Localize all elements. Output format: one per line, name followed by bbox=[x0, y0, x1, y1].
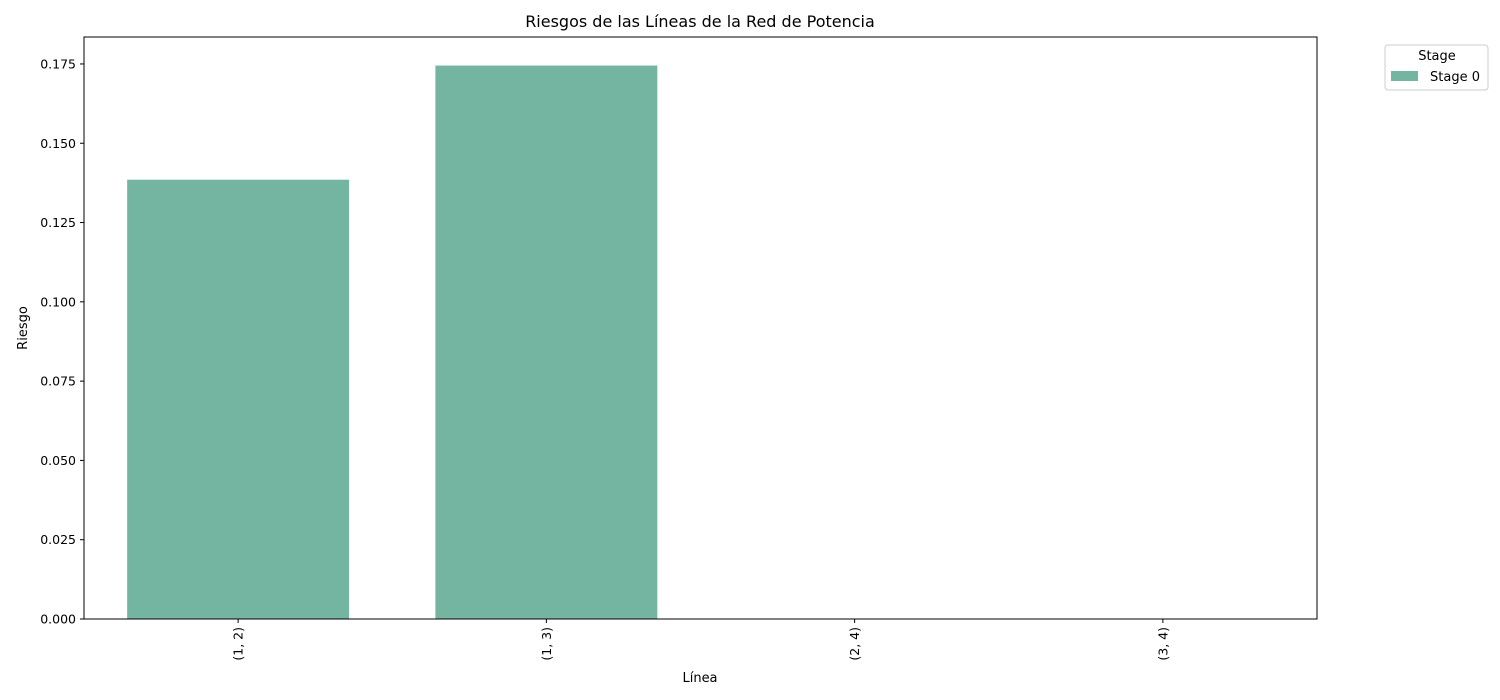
x-tick-label: (1, 2) bbox=[231, 627, 246, 661]
x-axis-title: Línea bbox=[682, 671, 717, 686]
y-tick-label: 0.075 bbox=[40, 374, 76, 389]
axes-frame bbox=[83, 36, 1318, 620]
legend-label: Stage 0 bbox=[1430, 70, 1480, 85]
y-axis: 0.000 0.025 0.050 0.075 0.100 0.125 0.150 0.175 bbox=[40, 56, 84, 627]
bar-1[interactable] bbox=[435, 65, 658, 620]
bar-0[interactable] bbox=[127, 179, 350, 619]
chart-title: Riesgos de las Líneas de la Red de Poten… bbox=[525, 12, 875, 31]
y-tick-label: 0.175 bbox=[40, 56, 76, 71]
x-axis: (1, 2) (1, 3) (2, 4) (3, 4) bbox=[231, 619, 1170, 661]
y-axis-title: Riesgo bbox=[16, 306, 31, 350]
legend[interactable]: Stage Stage 0 bbox=[1384, 44, 1489, 91]
y-tick-label: 0.150 bbox=[40, 136, 76, 151]
legend-title: Stage bbox=[1418, 49, 1456, 64]
bars bbox=[127, 65, 658, 620]
y-tick-label: 0.000 bbox=[40, 612, 76, 627]
x-tick-label: (2, 4) bbox=[847, 627, 862, 661]
x-tick-label: (3, 4) bbox=[1155, 627, 1170, 661]
plot-area bbox=[83, 36, 1318, 620]
y-tick-label: 0.050 bbox=[40, 453, 76, 468]
x-tick-label: (1, 3) bbox=[539, 627, 554, 661]
y-tick-label: 0.100 bbox=[40, 294, 76, 309]
y-tick-label: 0.025 bbox=[40, 532, 76, 547]
y-tick-label: 0.125 bbox=[40, 215, 76, 230]
legend-swatch bbox=[1391, 71, 1418, 81]
